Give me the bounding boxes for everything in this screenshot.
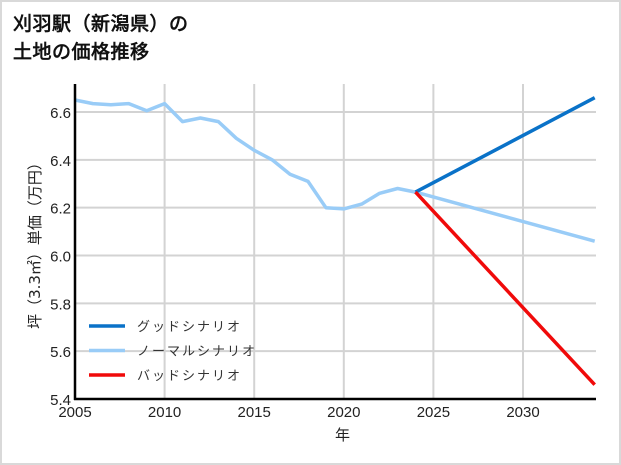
x-tick-label: 2005	[58, 404, 91, 421]
legend-label: バッドシナリオ	[137, 369, 242, 384]
chart-title: 刈羽駅（新潟県）の 土地の価格推移	[13, 10, 189, 66]
x-tick-label: 2025	[417, 404, 450, 421]
x-tick-label: 2020	[327, 404, 360, 421]
axes	[73, 84, 596, 401]
series-lines	[74, 96, 596, 386]
x-tick-label: 2030	[506, 404, 539, 421]
title-line-1: 刈羽駅（新潟県）の	[13, 13, 189, 35]
x-tick-label: 2010	[148, 404, 181, 421]
y-tick-label: 6.6	[50, 105, 71, 122]
legend-label: ノーマルシナリオ	[137, 345, 257, 360]
y-tick-label: 5.8	[50, 296, 71, 313]
y-tick-label: 6.2	[50, 201, 71, 218]
x-tick-label: 2015	[238, 404, 271, 421]
x-axis-label: 年	[335, 426, 350, 444]
series-line	[414, 190, 596, 386]
title-line-2: 土地の価格推移	[13, 41, 150, 63]
grid-lines	[75, 84, 596, 399]
legend-label: グッドシナリオ	[137, 320, 242, 335]
y-tick-label: 6.4	[50, 153, 71, 170]
y-tick-label: 5.4	[50, 392, 71, 409]
y-axis-label: 坪（3.3㎡）単価（万円）	[26, 155, 44, 329]
series-line	[414, 96, 596, 194]
y-tick-label: 6.0	[50, 249, 71, 266]
tick-labels: 2005 2010 2015 2020 2025 2030 5.4 5.6 5.8 6.0 6.2 6…	[50, 105, 540, 421]
y-tick-label: 5.6	[50, 344, 71, 361]
series-line	[74, 98, 596, 243]
